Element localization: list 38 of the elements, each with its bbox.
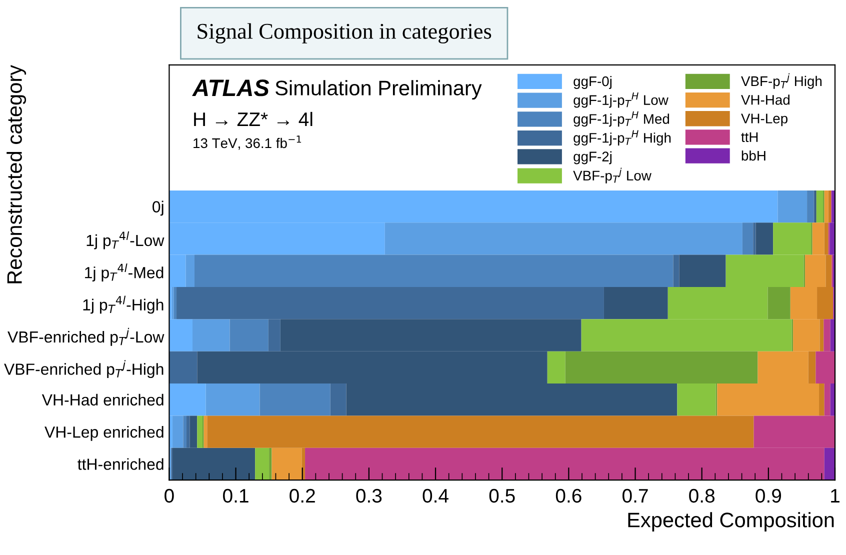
y-tick-label: VH-Had enriched	[42, 394, 164, 406]
text: ATLAS	[192, 79, 270, 96]
legend-label: ggF-1j-p$_{T}$$^{H}$ Low	[574, 92, 668, 108]
x-tick-label: 0.8	[689, 488, 715, 503]
legend-label: VH-Had	[741, 94, 790, 105]
legend-label: VH-Lep	[741, 114, 788, 126]
x-tick-label: 0.3	[356, 488, 382, 503]
y-tick-label: ttH-enriched	[78, 458, 164, 470]
x-axis-title: Expected Composition	[628, 512, 834, 532]
y-tick-label: 1j p$_{T}$$^{4l}$-Low	[86, 231, 164, 250]
text: H → ZZ* → 4l	[194, 112, 312, 126]
x-tick-label: 0.6	[556, 488, 582, 503]
legend-label: ggF-1j-p$_{T}$$^{H}$ High	[574, 130, 671, 146]
y-tick-label: 0j	[152, 200, 164, 216]
legend-label: VBF-p$_{T}$$^{j}$ High	[741, 73, 822, 89]
x-tick-label: 0.9	[756, 488, 782, 503]
y-tick-label: 1j p$_{T}$$^{4l}$-Med	[85, 264, 164, 282]
x-tick-label: 0.5	[489, 488, 515, 503]
x-tick-label: 0.1	[223, 488, 248, 503]
y-tick-label: VBF-enriched p$_{T}$$^{j}$-High	[4, 360, 164, 378]
y-axis-title: Reconstructed category	[6, 64, 26, 284]
y-tick-label: VH-Lep enriched	[44, 426, 164, 441]
x-tick-label: 0.2	[290, 488, 315, 503]
x-tick-label: 0.7	[622, 488, 648, 503]
x-tick-label: 0	[164, 488, 174, 503]
legend-label: bbH	[742, 150, 766, 161]
legend-label: ggF-0j	[574, 76, 612, 89]
legend-label: VBF-p$_{T}$$^{j}$ Low	[573, 168, 652, 184]
legend-label: ttH	[741, 132, 758, 142]
legend-label: ggF-1j-p$_{T}$$^{H}$ Med	[574, 111, 670, 127]
y-tick-label: VBF-enriched p$_{T}$$^{j}$-Low	[8, 328, 164, 346]
text: 13 TeV, 36.1 fb$^{−1}$	[194, 136, 302, 150]
text: Simulation Preliminary	[276, 80, 482, 100]
y-tick-label: 1j p$_{T}$$^{4l}$-High	[83, 296, 164, 314]
x-tick-label: 1	[831, 489, 840, 502]
chart-title: Signal Composition in categories	[198, 23, 492, 44]
x-tick-label: 0.4	[422, 488, 448, 503]
legend-label: ggF-2j	[574, 151, 612, 164]
